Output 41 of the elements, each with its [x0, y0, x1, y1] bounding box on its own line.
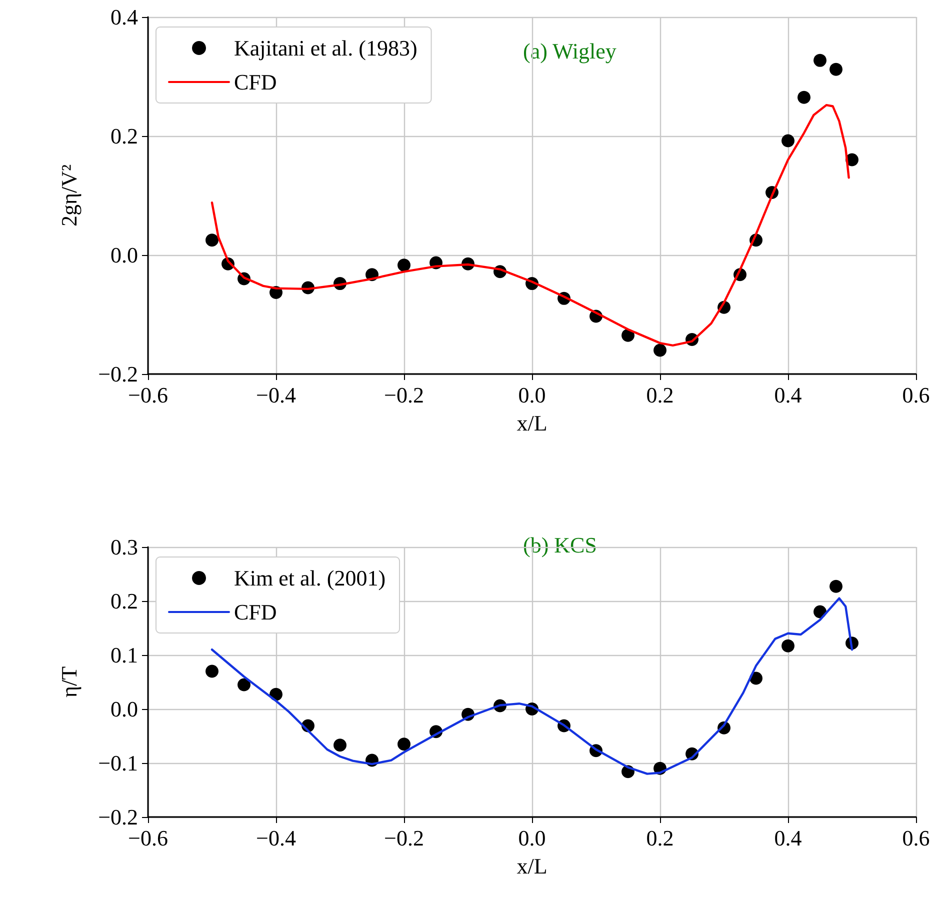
x-axis-title: x/L [516, 410, 548, 436]
x-tick-label: −0.2 [384, 382, 424, 408]
y-tick-label: 0.4 [110, 4, 138, 30]
point [814, 54, 826, 67]
x-tick-label: 0.0 [518, 382, 546, 408]
point [830, 62, 842, 76]
legend-label: Kim et al. (2001) [234, 566, 386, 590]
y-tick-label: 0.0 [110, 242, 138, 268]
point [334, 738, 346, 752]
y-tick-label: 0.1 [110, 642, 138, 668]
legend-label: Kajitani et al. (1983) [234, 36, 418, 60]
y-tick-label: 0.2 [110, 588, 138, 614]
point [398, 258, 410, 272]
x-tick-label: 0.4 [774, 382, 802, 408]
x-axis-title: x/L [516, 854, 548, 878]
y-tick-label: 0.3 [110, 534, 138, 560]
y-tick-label: 0.0 [110, 696, 138, 722]
point [782, 134, 794, 148]
point [798, 90, 810, 104]
point [238, 678, 250, 692]
x-tick-label: 0.4 [774, 826, 802, 850]
x-tick-label: −0.2 [384, 826, 424, 850]
x-tick-label: 0.0 [518, 826, 546, 850]
point [206, 664, 218, 678]
y-axis-title: 2gη/V² [56, 164, 82, 227]
point [782, 639, 794, 652]
y-axis-title: η/T [56, 666, 82, 698]
y-tick-label: 0.2 [110, 124, 138, 148]
x-tick-label: −0.4 [256, 382, 296, 408]
x-tick-label: 0.2 [646, 382, 674, 408]
x-tick-label: 0.6 [902, 382, 930, 408]
legend-label: CFD [234, 70, 277, 94]
x-tick-label: 0.2 [646, 826, 674, 850]
legend-label: CFD [234, 600, 277, 624]
point [830, 580, 842, 593]
x-tick-label: 0.6 [902, 826, 930, 850]
point [206, 234, 218, 247]
x-tick-label: −0.4 [256, 826, 296, 850]
point [654, 344, 666, 357]
y-tick-label: −0.1 [98, 750, 138, 776]
point [398, 738, 410, 751]
